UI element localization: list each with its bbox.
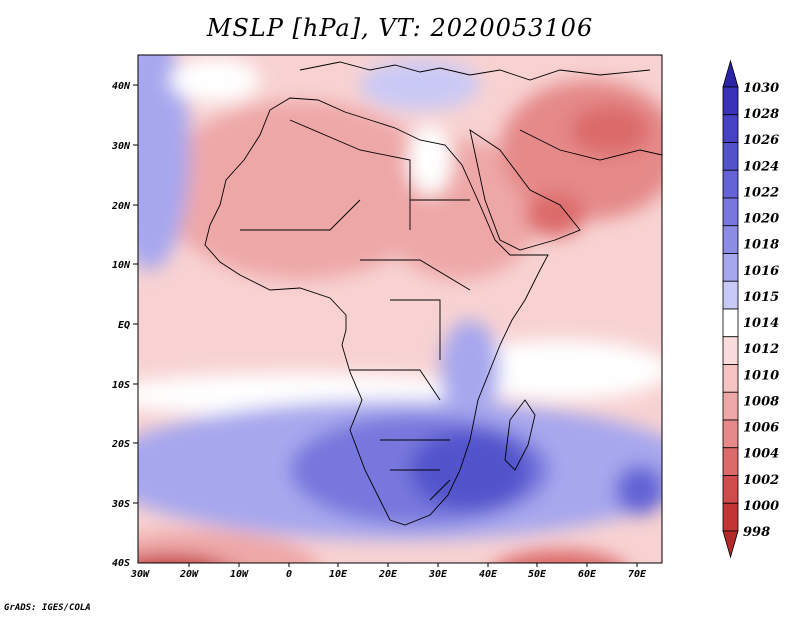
lat-label-10s: 10S — [112, 380, 130, 391]
colorbar-max-arrow — [722, 59, 739, 88]
lat-axis: 40N 30N 20N 10N EQ 10S 20S 30S 40S — [111, 81, 138, 569]
credit-text: GrADS: IGES/COLA — [4, 603, 91, 613]
colorbar-swatch — [722, 253, 739, 282]
lon-label-50e: 50E — [528, 569, 547, 580]
lon-label-10e: 10E — [329, 569, 348, 580]
colorbar-label: 1008 — [743, 394, 779, 409]
lon-label-60e: 60E — [578, 569, 597, 580]
colorbar-swatch — [722, 364, 739, 393]
colorbar-label: 1022 — [743, 185, 779, 200]
lat-label-40n: 40N — [112, 81, 131, 92]
colorbar-swatch — [722, 86, 739, 116]
colorbar-label: 1015 — [743, 290, 779, 305]
colorbar-swatch — [722, 114, 739, 143]
colorbar-swatch — [722, 169, 739, 199]
colorbar-label: 1016 — [743, 264, 779, 279]
colorbar-label: 1014 — [743, 316, 779, 331]
colorbar-swatch — [722, 391, 739, 421]
lon-label-70e: 70E — [628, 569, 647, 580]
colorbar-swatch — [722, 308, 739, 338]
colorbar-label: 1030 — [743, 81, 779, 96]
colorbar-swatch — [722, 419, 739, 449]
lon-label-20e: 20E — [378, 569, 398, 580]
lat-label-30n: 30N — [111, 141, 131, 152]
colorbar-swatch — [722, 197, 739, 227]
lon-label-30e: 30E — [428, 569, 448, 580]
colorbar-label: 998 — [743, 525, 770, 540]
lat-label-20s: 20S — [111, 439, 130, 450]
colorbar-label: 1018 — [743, 238, 779, 253]
lon-label-20w: 20W — [179, 569, 199, 580]
colorbar: 1030 1028 1026 1024 1022 1020 1018 1016 1015 1014… — [722, 59, 779, 559]
colorbar-label: 1024 — [743, 159, 779, 174]
lon-label-0: 0 — [286, 569, 292, 580]
colorbar-min-arrow — [722, 530, 739, 559]
pressure-field — [138, 55, 662, 563]
colorbar-swatch — [722, 280, 739, 310]
colorbar-label: 1020 — [743, 212, 779, 227]
lat-label-30s: 30S — [111, 499, 130, 510]
lon-axis: 30W 20W 10W 0 10E 20E 30E 40E 50E 60E 70… — [130, 563, 647, 580]
colorbar-swatch — [722, 142, 739, 171]
colorbar-label: 1012 — [743, 342, 779, 357]
colorbar-swatch — [722, 502, 739, 532]
colorbar-label: 1000 — [743, 499, 779, 514]
lat-label-40s: 40S — [112, 558, 130, 569]
map-frame — [137, 54, 663, 564]
colorbar-swatch — [722, 225, 739, 254]
colorbar-label: 1010 — [743, 368, 779, 383]
lon-label-10w: 10W — [230, 569, 249, 580]
colorbar-label: 1028 — [743, 107, 779, 122]
colorbar-swatch — [722, 447, 739, 476]
coastlines — [204, 61, 662, 526]
colorbar-swatch — [722, 475, 739, 504]
colorbar-swatch — [722, 336, 739, 365]
colorbar-label: 1026 — [743, 133, 779, 148]
lon-label-30w: 30W — [130, 569, 150, 580]
map-title: MSLP [hPa], VT: 2020053106 — [206, 14, 594, 42]
lat-label-20n: 20N — [111, 201, 131, 212]
colorbar-label: 1004 — [743, 447, 779, 462]
colorbar-label: 1002 — [743, 473, 779, 488]
lat-label-eq: EQ — [118, 320, 130, 331]
colorbar-label: 1006 — [743, 421, 779, 436]
lon-label-40e: 40E — [479, 569, 498, 580]
lat-label-10n: 10N — [112, 260, 131, 271]
